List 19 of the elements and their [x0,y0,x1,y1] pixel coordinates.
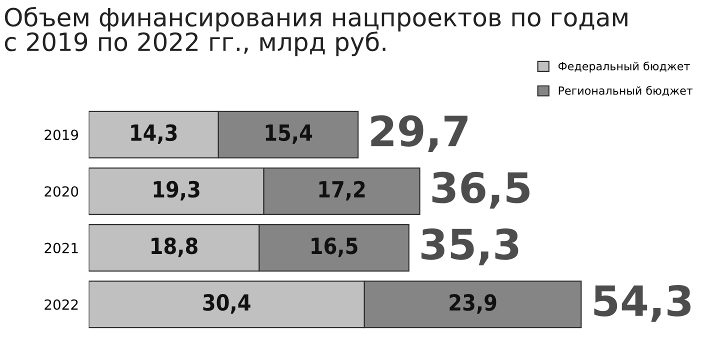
data-label: 23,9 [450,294,496,314]
data-label: 17,2 [319,180,365,201]
chart-title: Объем финансирования нацпроектов по годам с 2019 по 2022 гг., млрд руб. [4,6,628,56]
data-label: 19,3 [154,180,200,201]
data-label: 16,5 [312,237,358,258]
data-label: 15,4 [266,124,312,144]
total-label: 35,3 [422,228,518,266]
total-label: 36,5 [432,172,530,209]
y-tick-label: 2019 [44,130,78,140]
data-label: 14,3 [131,124,177,144]
data-label: 18,8 [152,237,198,258]
legend-label: Федеральный бюджет [558,62,690,73]
legend-label: Региональный бюджет [558,86,693,96]
data-label: 30,4 [203,294,250,314]
y-tick-label: 2020 [44,186,78,197]
y-tick-label: 2022 [44,299,78,310]
total-label: 29,7 [371,115,468,152]
y-tick-label: 2021 [44,242,78,254]
total-label: 54,3 [594,284,691,322]
